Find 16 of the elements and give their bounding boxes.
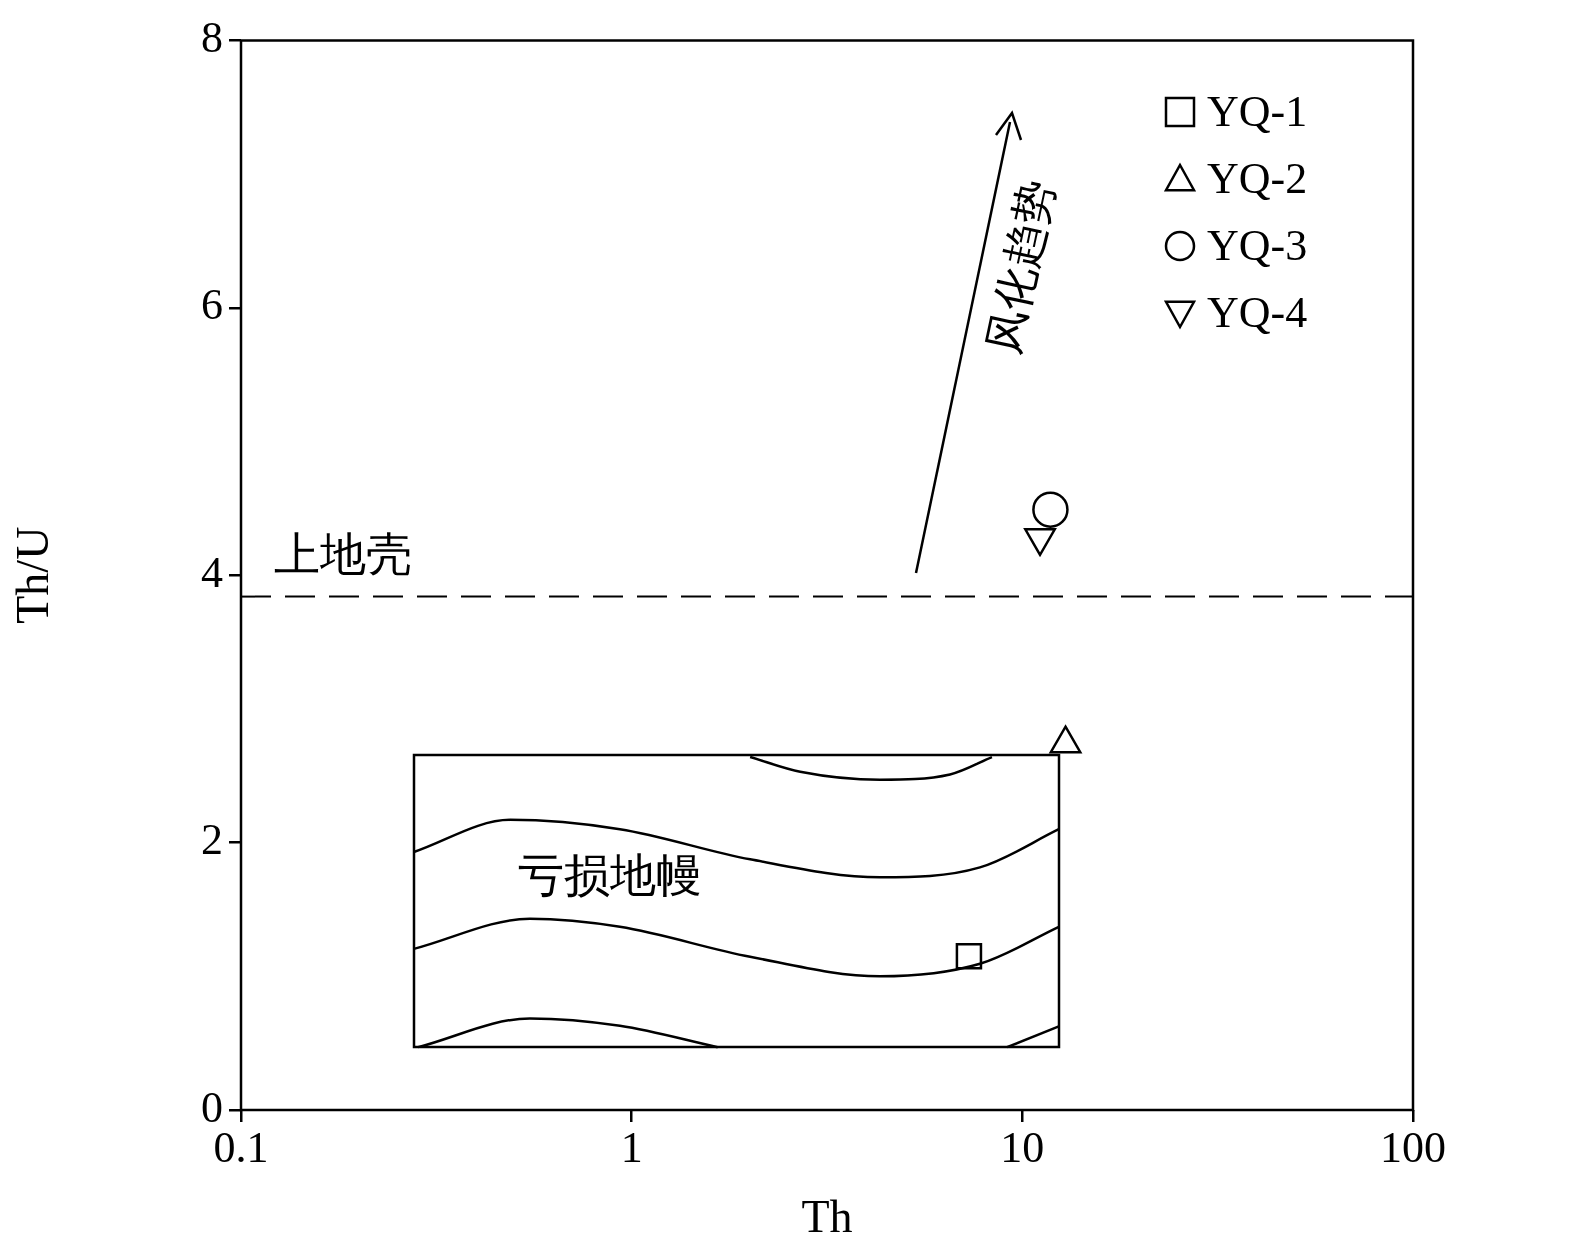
- legend-label: YQ-4: [1207, 287, 1308, 338]
- annotation: 风化趋势: [978, 175, 1063, 359]
- legend-label: YQ-2: [1207, 153, 1308, 204]
- y-tick-label: 2: [201, 815, 223, 865]
- x-axis-title: Th: [801, 1191, 853, 1243]
- y-axis-title: Th/U: [6, 526, 58, 624]
- y-tick-label: 8: [201, 12, 223, 62]
- y-tick-label: 6: [201, 280, 223, 330]
- legend-label: YQ-1: [1207, 86, 1308, 137]
- legend-label: YQ-3: [1207, 220, 1308, 271]
- annotation: 亏损地幔: [518, 849, 702, 901]
- x-tick-label: 10: [1000, 1122, 1045, 1172]
- ref-line-label: 上地壳: [274, 528, 412, 580]
- x-tick-label: 100: [1380, 1122, 1446, 1172]
- y-tick-label: 4: [201, 547, 223, 597]
- x-tick-label: 1: [620, 1122, 643, 1172]
